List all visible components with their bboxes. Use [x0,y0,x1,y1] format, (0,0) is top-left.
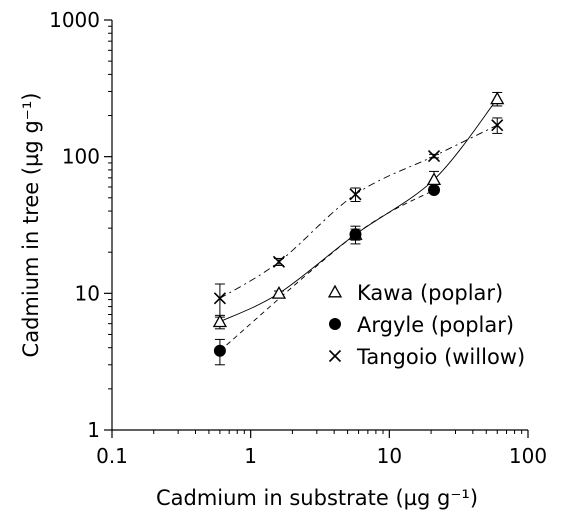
legend-marker-kawa [327,284,343,298]
argyle-point [349,228,362,241]
kawa-point [212,314,228,328]
tangoio-point [491,119,504,132]
x-tick-label: 0.1 [96,444,128,468]
x-marker-stroke [427,150,441,163]
kawa-point [271,285,287,299]
x-axis: 0.1 1 10 100 [96,429,547,468]
y-tick-label: 1 [87,418,100,442]
legend-marker-argyle [329,318,341,330]
argyle-point [428,184,441,197]
y-tick-label: 100 [62,145,100,169]
legend-label-kawa: Kawa (poplar) [357,281,503,305]
x-marker-stroke [272,255,286,268]
y-axis-title: Cadmium in tree (µg g⁻¹) [19,93,43,358]
x-tick-label: 100 [509,444,547,468]
tangoio-point [213,292,226,305]
y-tick-label: 10 [75,281,100,305]
kawa-point [490,91,505,105]
tangoio-error-bar [214,283,225,318]
tangoio-point [427,150,441,163]
tangoio-curve [219,124,498,299]
x-marker-stroke [213,292,226,305]
x-tick-label: 1 [244,444,257,468]
y-axis: 1 10 100 1000 [49,8,113,442]
y-ticks: 1 10 100 1000 [49,8,112,442]
x-marker-stroke [349,188,362,201]
x-marker-stroke [328,349,342,363]
y-tick-label: 1000 [49,8,100,32]
tangoio-point [272,255,286,268]
legend-marker-tangoio [328,349,342,363]
tangoio-point [349,188,362,201]
argyle-point [213,344,226,357]
legend: Kawa (poplar) Argyle (poplar) Tangoio (wil… [327,281,525,369]
legend-label-argyle: Argyle (poplar) [357,313,514,337]
x-marker-stroke [491,119,504,132]
argyle-curve [219,189,435,352]
x-ticks: 0.1 1 10 100 [96,430,547,468]
legend-label-tangoio: Tangoio (willow) [356,345,525,369]
x-tick-label: 10 [377,444,402,468]
x-axis-title: Cadmium in substrate (µg g⁻¹) [156,486,478,510]
data-markers [212,91,505,357]
